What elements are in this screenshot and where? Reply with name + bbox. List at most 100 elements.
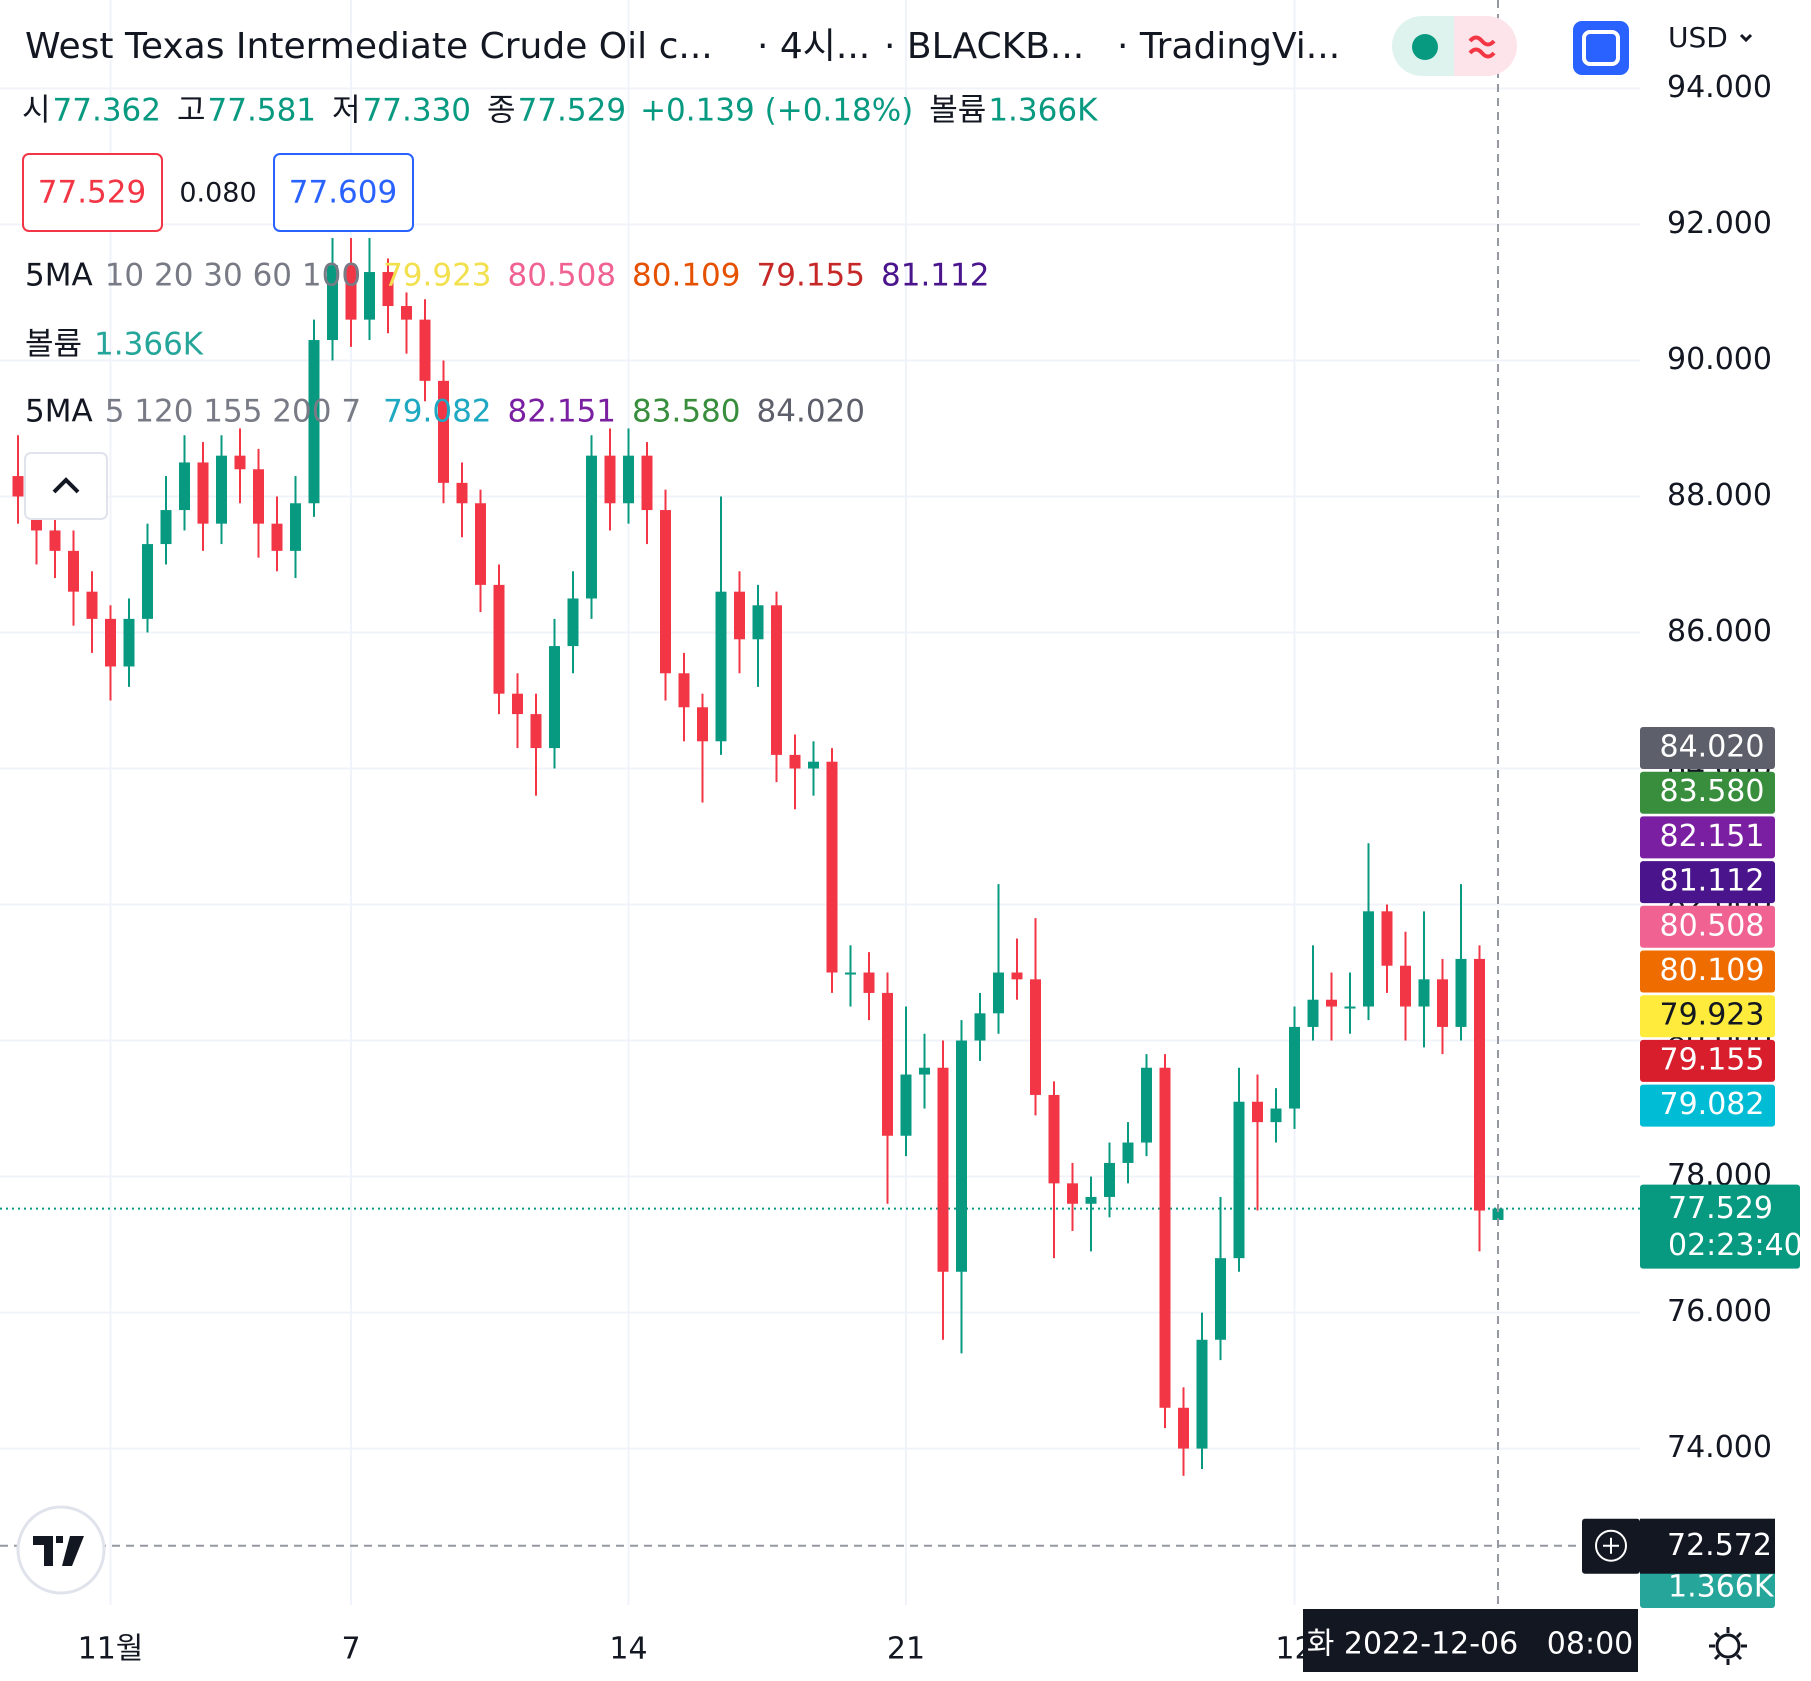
candle-body [641, 455, 653, 511]
legend-text: 79.155 [757, 258, 865, 294]
legend-text: 77.362 [53, 93, 161, 129]
candle-body [1141, 1067, 1152, 1143]
candle-body [1307, 999, 1319, 1027]
price-tag-label: 82.151 [1660, 819, 1765, 854]
candle-body [1067, 1183, 1078, 1204]
y-tick-label: 88.000 [1667, 478, 1772, 513]
currency[interactable]: USD [1668, 21, 1728, 54]
candle-body [1474, 958, 1485, 1211]
price-tag [1640, 995, 1775, 1038]
x-tick-label: 7 [341, 1632, 360, 1667]
crosshair-time-label: 화 2022-12-06 08:00 [1307, 1627, 1634, 1662]
legend-text: 1.366K [988, 93, 1098, 129]
y-tick-label: 74.000 [1667, 1430, 1772, 1465]
candle-body [327, 265, 338, 341]
legend-text: 5MA [25, 258, 93, 294]
price-tag [1640, 816, 1775, 859]
legend-text: 82.151 [508, 394, 616, 430]
candle-body [919, 1067, 930, 1075]
legend-text: 84.020 [757, 394, 865, 430]
price-tag [1640, 727, 1775, 769]
y-tick-label: 76.000 [1667, 1294, 1772, 1329]
legend-text: 볼륨 [929, 93, 986, 129]
candle-body [512, 693, 523, 715]
candle-body [290, 503, 301, 551]
x-tick-label: 11월 [78, 1632, 144, 1667]
candle-body [845, 972, 856, 975]
settings-button[interactable] [1709, 1627, 1747, 1665]
add-icon [1595, 1529, 1627, 1562]
candle-body [1289, 1026, 1300, 1109]
candle-body [1122, 1142, 1134, 1163]
candle-body [1381, 911, 1393, 966]
candle-body [826, 761, 838, 973]
candle-body [1437, 979, 1448, 1027]
candle-body [734, 591, 745, 640]
candle-body [993, 972, 1004, 1014]
sell-price: 77.529 [38, 175, 146, 211]
crosshair-price-label: 72.572 [1667, 1528, 1772, 1563]
candle-body [419, 319, 431, 381]
symbol-title[interactable]: West Texas Intermediate Crude Oil c... [25, 26, 713, 67]
source[interactable]: · TradingVi... [1117, 26, 1340, 67]
price-tag [1640, 1084, 1775, 1127]
price-tag-label: 84.020 [1660, 730, 1765, 765]
price-tag-label: 80.508 [1660, 908, 1765, 943]
candle-body [1326, 999, 1337, 1007]
candle-body [1196, 1339, 1208, 1449]
candle-body [160, 510, 172, 545]
tv-logo[interactable] [16, 1505, 106, 1595]
crosshair-price-tag [1640, 1518, 1775, 1574]
candle-body [253, 469, 264, 524]
candle-body [530, 714, 542, 749]
candle-body [697, 707, 708, 742]
y-tick-label: 86.000 [1667, 614, 1772, 649]
legend-text: 1.366K [94, 327, 204, 363]
candle-body [1178, 1407, 1189, 1449]
sell-box[interactable] [22, 153, 163, 232]
market-status[interactable] [1392, 16, 1517, 76]
candle-body [771, 605, 782, 755]
trade-box[interactable]: 77.529 0.080 77.609 [22, 153, 414, 232]
candle-body [68, 550, 79, 592]
candle-body [493, 584, 505, 694]
candle-body [1252, 1101, 1263, 1123]
candle-body [956, 1040, 967, 1272]
legend-text: 종 [487, 93, 516, 129]
collapse-button[interactable] [24, 452, 108, 520]
gear-icon [1709, 1627, 1747, 1665]
button-icon [1582, 30, 1620, 66]
screenshot-button[interactable] [1573, 21, 1629, 75]
logo-bg [16, 1505, 106, 1595]
candle-body [401, 306, 412, 320]
price-tag-label: 81.112 [1660, 864, 1765, 899]
add-icon [1603, 1537, 1619, 1554]
status-dot [1412, 34, 1438, 60]
candle-body [179, 462, 190, 511]
candle-body [123, 618, 135, 667]
exchange[interactable]: · BLACKB... [884, 26, 1084, 67]
candle-body [382, 272, 394, 307]
legend-text: 10 20 30 60 100 [105, 258, 361, 294]
candle-body [1030, 979, 1041, 1095]
candle-body [12, 476, 24, 497]
legend-text: 77.529 [518, 93, 626, 129]
candle-body [271, 523, 283, 551]
candle-body [1492, 1208, 1504, 1220]
interval[interactable]: · 4시... [757, 26, 870, 67]
buy-box[interactable] [273, 153, 414, 232]
legend-text: 83.580 [632, 394, 740, 430]
price-tag-label: 80.109 [1660, 953, 1765, 988]
candle-body [1215, 1258, 1226, 1340]
candle-body [1159, 1067, 1171, 1408]
legend-text: 80.109 [632, 258, 740, 294]
candle-body [549, 646, 560, 749]
legend-text: 77.330 [363, 93, 471, 129]
last-price-tag [1640, 1184, 1800, 1269]
candle-body [808, 761, 819, 769]
candle-body [364, 272, 375, 320]
candle-body [789, 754, 801, 769]
candle-body [1233, 1101, 1245, 1259]
candle-body [1455, 958, 1467, 1027]
